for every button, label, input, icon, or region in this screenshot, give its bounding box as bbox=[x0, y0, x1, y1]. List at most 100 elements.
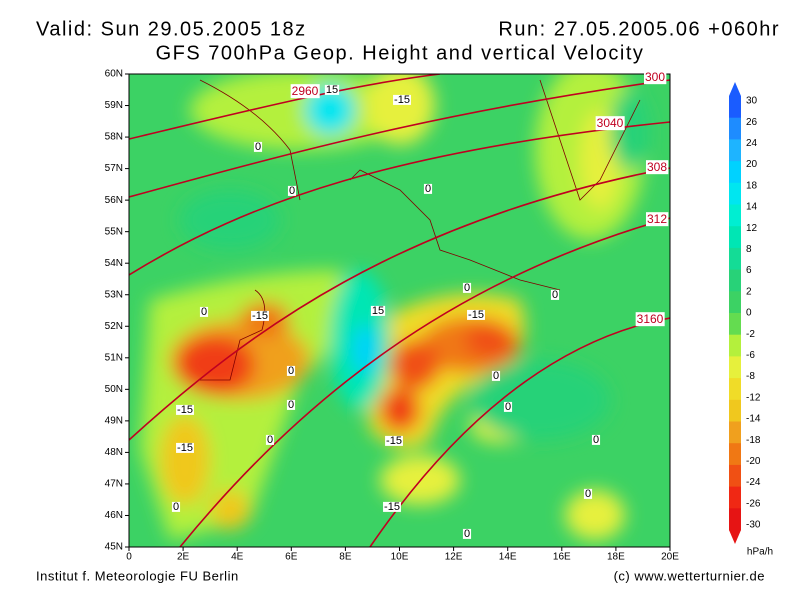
velocity-label-bg bbox=[286, 399, 296, 410]
velocity-label-bg bbox=[286, 365, 296, 376]
run-time: Run: 27.05.2005.06 +060hr bbox=[498, 18, 780, 40]
velocity-label-bg bbox=[503, 401, 513, 412]
colorbar-segment bbox=[729, 96, 741, 119]
velocity-label: -15 bbox=[386, 435, 402, 447]
colorbar-label: -26 bbox=[746, 498, 761, 509]
lat-label: 58N bbox=[105, 132, 123, 143]
velocity-label: 0 bbox=[593, 434, 599, 446]
lon-label: 0 bbox=[126, 552, 132, 563]
velocity-label-bg bbox=[491, 370, 501, 381]
velocity-label-bg bbox=[591, 434, 601, 445]
lat-label: 52N bbox=[105, 321, 123, 332]
field-blobs bbox=[140, 74, 650, 540]
velocity-label: -15 bbox=[468, 309, 484, 321]
colorbar-segment bbox=[729, 161, 741, 184]
height-label-bg bbox=[595, 116, 625, 131]
colorbar-segment bbox=[729, 182, 741, 205]
lon-label: 8E bbox=[339, 552, 352, 563]
height-label: 3040 bbox=[597, 116, 624, 130]
colorbar-label: 26 bbox=[746, 117, 758, 128]
colorbar-label: -24 bbox=[746, 477, 761, 488]
colorbar-label: -14 bbox=[746, 414, 761, 425]
lon-label: 20E bbox=[661, 552, 679, 563]
lat-label: 51N bbox=[105, 352, 123, 363]
colorbar-label: -6 bbox=[746, 350, 755, 361]
colorbar-label: 30 bbox=[746, 96, 758, 107]
velocity-label-bg bbox=[176, 442, 194, 453]
height-label-bg bbox=[635, 312, 665, 327]
velocity-label: 0 bbox=[201, 306, 207, 318]
velocity-label-bg bbox=[462, 528, 472, 539]
lon-label: 10E bbox=[391, 552, 409, 563]
velocity-label-bg bbox=[176, 404, 194, 415]
colorbar-label: 6 bbox=[746, 265, 752, 276]
velocity-label: 0 bbox=[464, 528, 470, 540]
velocity-label-bg bbox=[383, 501, 401, 512]
colorbar-label: -12 bbox=[746, 392, 761, 403]
colorbar-segment bbox=[729, 313, 741, 336]
colorbar-segment bbox=[729, 508, 741, 531]
velocity-label: 0 bbox=[288, 399, 294, 411]
lat-label: 48N bbox=[105, 447, 123, 458]
height-contours bbox=[129, 74, 670, 547]
colorbar-label: 24 bbox=[746, 138, 758, 149]
lat-label: 57N bbox=[105, 163, 123, 174]
lon-label: 4E bbox=[231, 552, 244, 563]
lat-label: 45N bbox=[105, 542, 123, 553]
velocity-label-bg bbox=[423, 183, 433, 194]
lat-label: 60N bbox=[105, 69, 123, 80]
lon-label: 14E bbox=[499, 552, 517, 563]
colorbar-label: 12 bbox=[746, 223, 758, 234]
colorbar-segment bbox=[729, 421, 741, 444]
colorbar-label: 0 bbox=[746, 308, 752, 319]
velocity-label: 15 bbox=[372, 305, 384, 317]
velocity-label: 0 bbox=[464, 282, 470, 294]
velocity-label-bg bbox=[253, 141, 263, 152]
colorbar-label: 14 bbox=[746, 202, 758, 213]
velocity-label: 0 bbox=[289, 185, 295, 197]
lat-label: 46N bbox=[105, 510, 123, 521]
velocity-label: -15 bbox=[394, 94, 410, 106]
colorbar-segment bbox=[729, 399, 741, 422]
velocity-label-bg bbox=[287, 185, 297, 196]
colorbar-segment bbox=[729, 486, 741, 509]
velocity-label: 15 bbox=[326, 84, 338, 96]
colorbar-label: 18 bbox=[746, 180, 758, 191]
height-label-bg bbox=[645, 160, 669, 175]
velocity-label: -15 bbox=[177, 442, 193, 454]
velocity-label-bg bbox=[393, 94, 411, 105]
velocity-label-bg bbox=[550, 289, 560, 300]
velocity-label: 0 bbox=[255, 141, 261, 153]
colorbar-segment bbox=[729, 139, 741, 162]
height-label: 3160 bbox=[637, 312, 664, 326]
velocity-label: -15 bbox=[252, 310, 268, 322]
lat-label: 49N bbox=[105, 416, 123, 427]
colorbar-segment bbox=[729, 247, 741, 271]
colorbar-unit: hPa/h bbox=[747, 547, 773, 558]
colorbar-segment bbox=[729, 226, 741, 249]
valid-time: Valid: Sun 29.05.2005 18z bbox=[36, 18, 307, 40]
colorbar-segment bbox=[729, 204, 741, 227]
lon-label: 18E bbox=[607, 552, 625, 563]
velocity-label: -15 bbox=[384, 501, 400, 513]
velocity-label: 0 bbox=[425, 183, 431, 195]
colorbar-segment bbox=[729, 443, 741, 466]
colorbar-label: -30 bbox=[746, 520, 761, 531]
lon-label: 2E bbox=[177, 552, 190, 563]
velocity-label-bg bbox=[199, 306, 209, 317]
lon-label: 16E bbox=[553, 552, 571, 563]
height-label: 300 bbox=[645, 70, 665, 84]
lat-label: 47N bbox=[105, 479, 123, 490]
velocity-label: 0 bbox=[173, 501, 179, 513]
velocity-label-bg bbox=[171, 501, 181, 512]
colorbar-segment bbox=[729, 464, 741, 488]
colorbar-bottom-arrow bbox=[729, 530, 741, 544]
map-field bbox=[129, 74, 670, 547]
colorbar-segment bbox=[729, 378, 741, 401]
colorbar-label: -8 bbox=[746, 371, 755, 382]
velocity-label: 0 bbox=[493, 370, 499, 382]
velocity-label-bg bbox=[324, 84, 340, 95]
colorbar-segment bbox=[729, 356, 741, 379]
height-label-bg bbox=[643, 70, 667, 85]
velocity-label: 0 bbox=[505, 401, 511, 413]
